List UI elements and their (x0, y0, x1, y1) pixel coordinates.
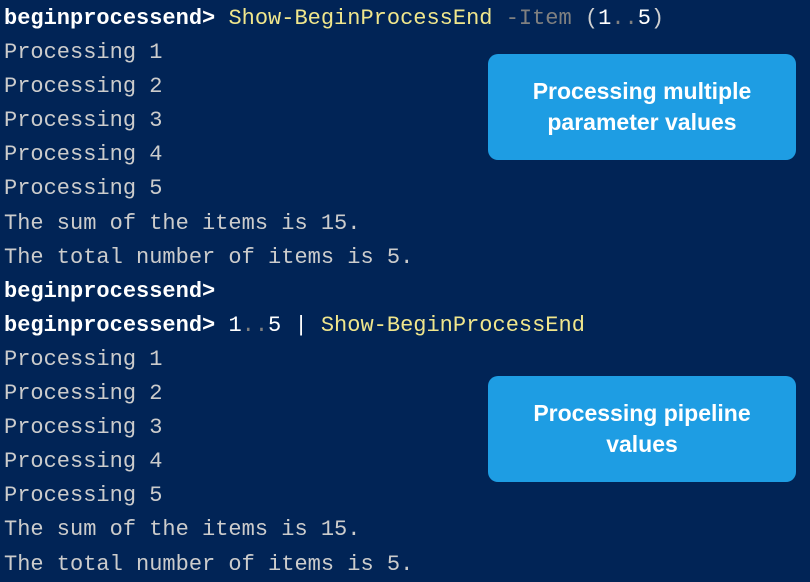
command-line-1: beginprocessend> Show-BeginProcessEnd -I… (4, 2, 806, 36)
cmdlet-name: Show-BeginProcessEnd (321, 313, 585, 338)
callout-pipeline: Processing pipeline values (488, 376, 796, 482)
output-line: Processing 5 (4, 479, 806, 513)
range-dots: .. (242, 313, 268, 338)
range-dots: .. (611, 6, 637, 31)
output-line: The sum of the items is 15. (4, 513, 806, 547)
callout-multiple-params: Processing multiple parameter values (488, 54, 796, 160)
prompt: beginprocessend> (4, 313, 215, 338)
range-end: 5 (268, 313, 281, 338)
range-start: 1 (598, 6, 611, 31)
param-name: -Item (506, 6, 572, 31)
range-start: 1 (228, 313, 241, 338)
output-line: Processing 1 (4, 343, 806, 377)
pipe-operator: | (294, 313, 307, 338)
output-line: The sum of the items is 15. (4, 207, 806, 241)
command-line-2: beginprocessend> 1..5 | Show-BeginProces… (4, 309, 806, 343)
output-line: The total number of items is 5. (4, 548, 806, 582)
paren-open: ( (585, 6, 598, 31)
prompt: beginprocessend> (4, 279, 215, 304)
cmdlet-name: Show-BeginProcessEnd (228, 6, 492, 31)
paren-close: ) (651, 6, 664, 31)
prompt: beginprocessend> (4, 6, 215, 31)
empty-prompt-line: beginprocessend> (4, 275, 806, 309)
range-end: 5 (638, 6, 651, 31)
output-line: The total number of items is 5. (4, 241, 806, 275)
output-line: Processing 5 (4, 172, 806, 206)
